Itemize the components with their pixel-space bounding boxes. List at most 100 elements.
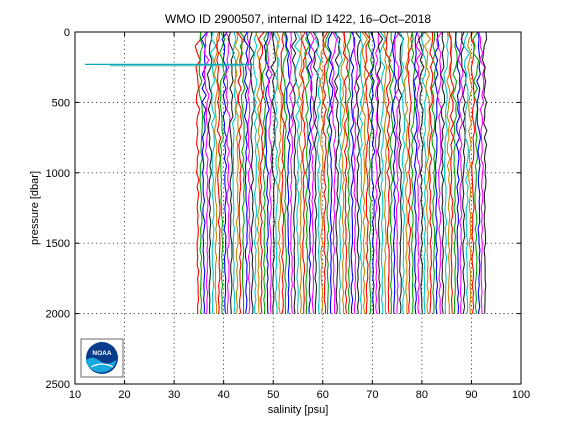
profile-line [282,31,289,314]
profile-line [327,31,334,314]
y-tick-label: 500 [52,97,70,109]
profile-line [276,31,282,314]
profile-line [272,31,280,314]
profile-line [481,31,488,314]
profile-line [410,31,416,314]
profile-line [424,31,432,314]
profile-line [304,31,311,314]
profile-line [355,31,362,314]
profile-line [289,31,294,314]
noaa-logo-text: NOAA [92,350,111,357]
profile-line [396,31,405,314]
y-tick-label: 1000 [46,168,70,180]
profile-line [370,31,376,314]
profile-line [413,31,419,314]
profile-line [200,31,208,314]
profile-line [236,31,243,314]
profile-line [198,31,204,314]
profile-line [248,31,255,314]
y-tick-label: 2000 [46,309,70,321]
profile-line [215,31,222,314]
x-tick-label: 100 [512,389,530,401]
x-tick-label: 10 [69,389,81,401]
profile-line [227,31,235,314]
profile-line [428,31,434,314]
profile-line [352,31,358,314]
y-tick-label: 0 [64,27,70,39]
profile-line [266,31,273,314]
profile-line [336,31,343,314]
profile-line [324,31,332,314]
profile-line [417,31,426,314]
profile-line [263,31,271,314]
profile-line [346,31,352,314]
profile-line [467,31,474,314]
profile-line [342,31,349,314]
profile-line [252,31,258,314]
profile-line [361,31,368,314]
profile-line [393,31,401,314]
profile-line [261,31,268,314]
x-tick-label: 80 [416,389,428,401]
profile-line [239,31,246,314]
profile-line [470,31,476,314]
profile-line [290,31,298,314]
profile-line [358,31,364,314]
profile-line [221,31,228,314]
plot-frame [74,31,522,385]
profile-line [434,31,440,314]
x-tick-label: 90 [465,389,477,401]
profile-line [392,31,398,314]
profile-line [374,31,380,314]
profile-line [315,31,322,314]
profile-line [213,31,220,314]
profile-line [206,31,213,314]
profile-line [388,31,395,314]
profile-line [309,31,316,314]
y-tick-label: 2500 [46,379,70,391]
profile-line [430,31,437,314]
profile-line [399,31,406,314]
profile-lines [194,31,488,314]
profile-line [367,31,374,314]
profile-line [225,31,231,314]
x-tick-label: 70 [366,389,378,401]
profile-line [203,31,210,314]
profile-line [300,31,308,314]
profile-line [406,31,413,314]
profile-line [255,31,262,314]
profile-line [293,31,302,314]
profile-line [420,31,428,314]
profile-line [257,31,265,314]
profile-line [455,31,462,314]
profile-line [234,31,240,314]
profile-line [194,31,202,314]
profile-line [472,31,480,314]
profile-line [436,31,443,314]
y-tick-label: 1500 [46,238,70,250]
profile-line [322,31,329,314]
profile-line [443,31,449,314]
profile-line [476,31,482,314]
profile-line [279,31,285,314]
x-tick-label: 30 [168,389,180,401]
profile-line [333,31,341,314]
x-tick-label: 50 [267,389,279,401]
profile-line [312,31,320,314]
profile-line [298,31,304,314]
noaa-logo: NOAA [80,338,124,378]
profile-line [382,31,388,314]
profile-line [403,31,410,314]
profile-line [448,31,455,314]
profile-line [457,31,464,314]
profile-line [219,31,226,314]
profile-line [318,31,326,314]
x-axis-label: salinity [psu] [268,404,329,416]
profile-line [384,31,391,314]
profile-line [478,31,486,314]
profile-line [364,31,371,314]
x-tick-label: 40 [218,389,230,401]
profile-line [379,31,387,314]
profile-line [452,31,458,314]
